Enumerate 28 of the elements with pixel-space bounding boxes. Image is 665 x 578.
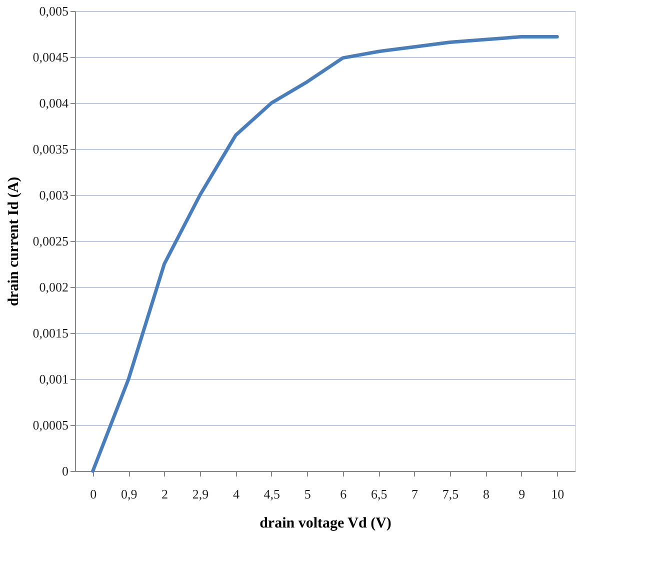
y-tick-label: 0,0045 xyxy=(32,50,68,64)
x-tick-label: 4 xyxy=(232,486,240,502)
x-tick-label: 7 xyxy=(412,486,419,502)
y-tick-label: 0,0015 xyxy=(32,326,68,340)
y-tick-label: 0,001 xyxy=(39,372,68,386)
y-tick-label: 0 xyxy=(62,464,68,478)
y-tick-label: 0,0035 xyxy=(32,142,68,156)
y-tick-label: 0,0025 xyxy=(32,234,68,248)
x-tick-label: 7,5 xyxy=(442,486,459,502)
x-tick-label: 8 xyxy=(482,486,490,502)
x-axis-title: drain voltage Vd (V) xyxy=(260,516,392,532)
x-tick-label: 6 xyxy=(340,486,348,502)
x-tick-label: 2,9 xyxy=(192,486,209,502)
x-tick-label: 0 xyxy=(90,486,97,502)
y-axis-title: drain current Id (A) xyxy=(6,176,22,306)
x-tick-label: 5 xyxy=(304,486,311,502)
y-tick-label: 0,005 xyxy=(39,4,68,18)
y-tick-label: 0,0005 xyxy=(32,418,68,432)
x-tick-label: 9 xyxy=(518,486,526,502)
y-tick-label: 0,004 xyxy=(39,96,69,110)
x-tick-label: 0,9 xyxy=(120,486,138,502)
x-tick-label: 4,5 xyxy=(264,486,280,502)
x-tick-label: 6,5 xyxy=(370,486,388,502)
x-tick-label: 2 xyxy=(162,486,168,502)
y-tick-label: 0,003 xyxy=(39,188,68,202)
line-series xyxy=(91,35,559,473)
x-tick-label: 10 xyxy=(551,486,564,502)
y-tick-label: 0,002 xyxy=(39,280,68,294)
